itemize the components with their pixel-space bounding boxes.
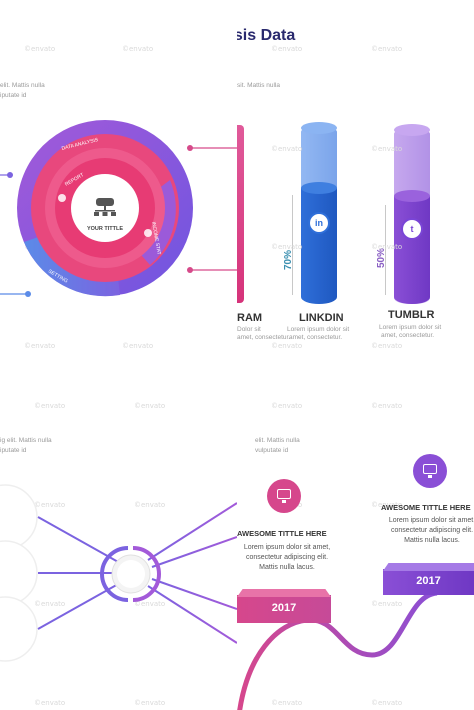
fragment-text: amet, consectetur. — [237, 334, 291, 341]
watermark: ©envato — [271, 402, 303, 410]
watermark: ©envato — [271, 243, 303, 251]
watermark: ©envato — [371, 342, 403, 350]
watermark: ©envato — [371, 145, 403, 153]
panel-timeline: ©envato ©envato ©envato ©envato ©envato … — [237, 355, 474, 710]
watermark: ©envato — [271, 699, 303, 707]
ring-chart: YOUR TITTLE DATA ANALYSIS REPORT INCOME … — [0, 120, 237, 297]
watermark: ©envato — [271, 45, 303, 53]
bar-text: amet, consectetur. — [381, 332, 435, 339]
bar-text: amet, consectetur. — [289, 334, 343, 341]
card-text: Lorem ipsum dolor sit amet, — [243, 544, 331, 551]
watermark: ©envato — [34, 501, 66, 509]
fragment-label: RAM — [237, 312, 263, 324]
blurb-text: sit. Mattis nulla — [237, 82, 280, 89]
placeholder-circle — [0, 484, 38, 550]
watermark: ©envato — [371, 699, 403, 707]
watermark: ©envato — [34, 699, 66, 707]
card-text: Mattis nulla lacus. — [259, 564, 315, 571]
year-badge: 2017 — [271, 602, 297, 614]
card-title: AWESOME TITTLE HERE — [381, 503, 471, 512]
watermark: ©envato — [134, 501, 166, 509]
watermark: ©envato — [271, 342, 303, 350]
tumblr-icon: t — [401, 218, 423, 240]
connector-dot — [7, 172, 13, 178]
watermark: ©envato — [34, 402, 66, 410]
connector-dot — [187, 267, 193, 273]
panel-circle-infographic: ©envato ©envato ©envato ©envato ©envato … — [0, 0, 237, 355]
fragment-bar — [237, 125, 244, 303]
watermark: ©envato — [134, 402, 166, 410]
center-label: YOUR TITTLE — [87, 226, 123, 232]
hub-spokes — [0, 484, 237, 662]
fragment-text: Dolor sit — [237, 326, 261, 333]
panel-social-bars: ysis Data ©envato ©envato sit. Mattis nu… — [237, 0, 474, 355]
watermark: ©envato — [34, 600, 66, 608]
blurb-text: ig elit. Mattis nulla — [0, 437, 52, 444]
year-badge: 2017 — [416, 575, 441, 587]
card-text: consectetur adipiscing elit. — [245, 554, 329, 561]
card-text: Mattis nulla lacus. — [404, 537, 460, 544]
bar-name: LINKDIN — [299, 312, 344, 324]
watermark: ©envato — [371, 600, 403, 608]
watermark: ©envato — [271, 145, 303, 153]
watermark: ©envato — [134, 699, 166, 707]
placeholder-circle — [0, 596, 38, 662]
monitor-icon — [413, 454, 447, 488]
blurb-text: iputate id — [0, 92, 27, 99]
watermark: ©envato — [24, 45, 56, 53]
connector-dot — [25, 291, 31, 297]
placeholder-circle — [0, 540, 38, 606]
network-icon — [94, 198, 116, 216]
hub-arc-left — [100, 546, 129, 602]
card-text: consectetur adipiscing elit. — [390, 527, 474, 534]
watermark: ©envato — [371, 402, 403, 410]
watermark: ©envato — [371, 243, 403, 251]
monitor-icon — [267, 479, 301, 513]
watermark: ©envato — [24, 342, 56, 350]
blurb-text: iputate id — [0, 447, 27, 454]
card-title: AWESOME TITTLE HERE — [237, 529, 327, 538]
watermark: ©envato — [371, 501, 403, 509]
watermark: ©envato — [371, 45, 403, 53]
watermark: ©envato — [134, 600, 166, 608]
page-title: ysis Data — [237, 27, 296, 44]
ring-label-income: INCOME STAT — [150, 221, 162, 255]
watermark: ©envato — [122, 45, 154, 53]
panel-hub-diagram: ©envato ©envato ©envato ©envato ©envato … — [0, 355, 237, 710]
bar-name: TUMBLR — [388, 309, 435, 321]
connector-dot — [187, 145, 193, 151]
watermark: ©envato — [122, 342, 154, 350]
report-icon — [58, 194, 66, 202]
income-icon — [144, 229, 152, 237]
bar-text: Lorem ipsum dolor sit — [287, 326, 350, 333]
bar-text: Lorem ipsum dolor sit — [379, 324, 442, 331]
linkedin-icon: in — [308, 212, 330, 234]
hub-arc-right — [132, 546, 161, 602]
blurb-text: elit. Mattis nulla — [0, 82, 45, 89]
card-text: Lorem ipsum dolor sit amet, — [388, 517, 474, 524]
blurb-text: vulputate id — [255, 447, 289, 454]
timeline-curve — [237, 590, 438, 710]
blurb-text: elit. Mattis nulla — [255, 437, 300, 444]
